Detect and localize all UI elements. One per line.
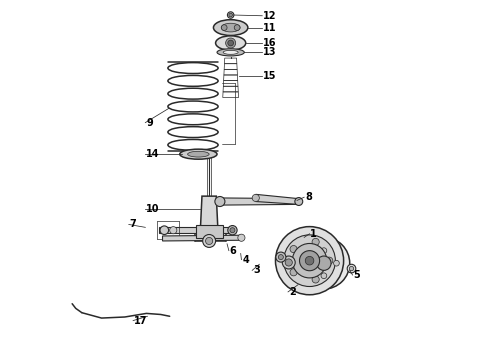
Circle shape bbox=[309, 260, 314, 266]
Circle shape bbox=[282, 256, 295, 269]
Polygon shape bbox=[256, 194, 299, 204]
Circle shape bbox=[230, 228, 235, 233]
Text: 16: 16 bbox=[263, 38, 276, 48]
Circle shape bbox=[229, 13, 232, 17]
Text: 9: 9 bbox=[146, 118, 153, 128]
Text: 13: 13 bbox=[263, 47, 276, 57]
Circle shape bbox=[312, 238, 319, 246]
Text: 11: 11 bbox=[263, 23, 276, 33]
Circle shape bbox=[290, 269, 297, 276]
Text: 4: 4 bbox=[242, 255, 249, 265]
Circle shape bbox=[299, 251, 319, 271]
Circle shape bbox=[225, 38, 236, 48]
Circle shape bbox=[349, 266, 354, 271]
Circle shape bbox=[238, 234, 245, 241]
Ellipse shape bbox=[188, 151, 209, 157]
Polygon shape bbox=[163, 235, 242, 241]
Circle shape bbox=[228, 40, 234, 46]
Ellipse shape bbox=[217, 49, 245, 56]
Text: 2: 2 bbox=[289, 287, 295, 297]
Circle shape bbox=[203, 234, 216, 247]
Text: 17: 17 bbox=[134, 316, 147, 325]
Polygon shape bbox=[200, 196, 218, 234]
Circle shape bbox=[221, 25, 227, 31]
Circle shape bbox=[170, 226, 177, 234]
Circle shape bbox=[227, 12, 234, 18]
Circle shape bbox=[334, 260, 339, 266]
Circle shape bbox=[276, 252, 286, 262]
Circle shape bbox=[298, 237, 350, 289]
Circle shape bbox=[290, 246, 297, 253]
Text: 1: 1 bbox=[310, 229, 317, 239]
Text: 7: 7 bbox=[129, 220, 136, 229]
Circle shape bbox=[285, 259, 293, 266]
Circle shape bbox=[312, 276, 319, 283]
Text: 15: 15 bbox=[263, 71, 276, 81]
Text: 6: 6 bbox=[230, 246, 236, 256]
Polygon shape bbox=[220, 198, 299, 205]
Text: 14: 14 bbox=[146, 149, 160, 159]
Text: 10: 10 bbox=[146, 204, 160, 214]
Circle shape bbox=[317, 256, 331, 270]
Ellipse shape bbox=[221, 23, 240, 32]
Circle shape bbox=[305, 256, 314, 265]
Circle shape bbox=[252, 194, 259, 202]
Text: 12: 12 bbox=[263, 11, 276, 21]
Circle shape bbox=[228, 226, 237, 235]
Circle shape bbox=[293, 243, 327, 278]
Circle shape bbox=[275, 226, 343, 295]
Circle shape bbox=[205, 237, 213, 244]
Ellipse shape bbox=[216, 36, 245, 50]
Circle shape bbox=[160, 226, 169, 234]
Text: 5: 5 bbox=[353, 270, 360, 280]
Text: 3: 3 bbox=[253, 265, 260, 275]
Polygon shape bbox=[159, 227, 234, 233]
Circle shape bbox=[278, 255, 283, 260]
Text: 8: 8 bbox=[305, 192, 312, 202]
Circle shape bbox=[234, 25, 240, 31]
Circle shape bbox=[295, 198, 303, 206]
Circle shape bbox=[321, 248, 327, 253]
Ellipse shape bbox=[214, 20, 248, 36]
Circle shape bbox=[326, 257, 333, 264]
Ellipse shape bbox=[180, 149, 217, 159]
Circle shape bbox=[347, 264, 356, 273]
Circle shape bbox=[284, 235, 335, 287]
Ellipse shape bbox=[223, 50, 238, 54]
Circle shape bbox=[215, 197, 225, 207]
Polygon shape bbox=[196, 225, 222, 238]
Circle shape bbox=[306, 245, 342, 281]
Circle shape bbox=[321, 273, 327, 279]
